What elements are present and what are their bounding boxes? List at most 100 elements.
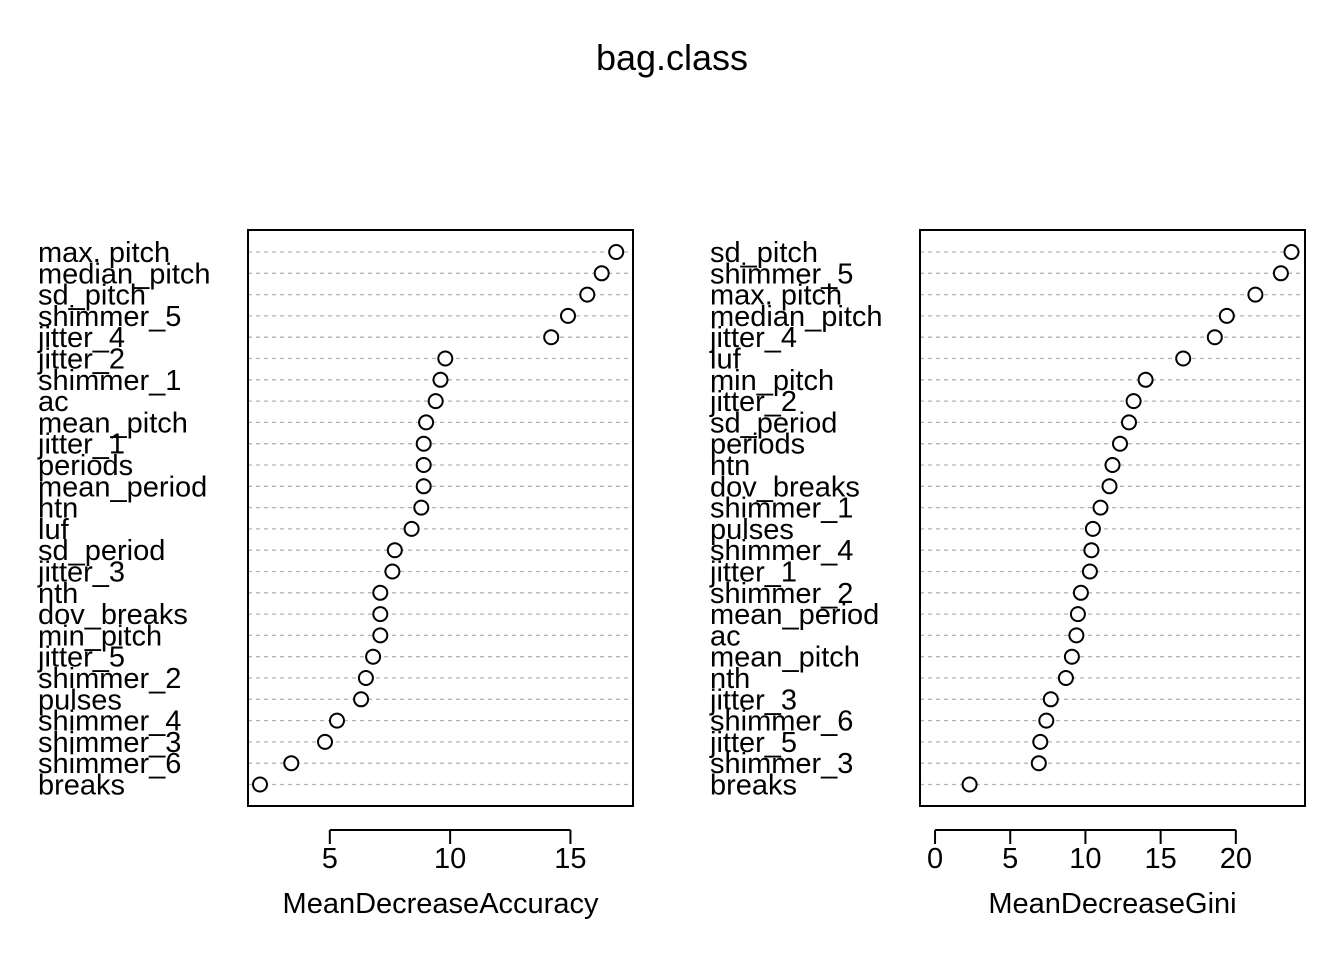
row-label: periods <box>38 450 133 482</box>
data-point <box>560 307 576 324</box>
data-point <box>1125 393 1142 410</box>
data-point <box>418 414 435 431</box>
data-point <box>1092 499 1109 516</box>
row-label: htn <box>710 450 750 482</box>
row-label: nth <box>710 663 750 695</box>
data-point <box>357 670 374 686</box>
data-point <box>386 542 403 559</box>
data-point <box>1032 733 1049 750</box>
data-point <box>415 478 432 495</box>
data-point <box>961 776 978 793</box>
data-point <box>1083 542 1100 559</box>
row-label: jitter_4 <box>37 322 125 354</box>
data-point <box>1081 563 1098 580</box>
row-label: mean_pitch <box>38 407 188 439</box>
data-point <box>415 435 432 452</box>
row-label: jitter_3 <box>37 557 125 589</box>
data-point <box>1272 265 1289 282</box>
row-label: shimmer_1 <box>38 365 181 397</box>
data-point <box>1042 691 1059 708</box>
data-point <box>1063 648 1080 665</box>
row-label: jitter_5 <box>37 642 125 674</box>
data-point <box>1112 435 1128 452</box>
row-label: shimmer_5 <box>710 258 853 290</box>
x-tick-label: 20 <box>1220 843 1252 875</box>
row-label: htn <box>38 493 78 525</box>
row-label: luf <box>710 344 742 376</box>
data-point <box>413 499 430 516</box>
row-label: shimmer_3 <box>38 727 181 759</box>
data-point <box>432 371 449 388</box>
row-label: min_pitch <box>38 620 162 652</box>
data-point <box>543 329 560 346</box>
data-point <box>1057 670 1074 686</box>
data-point <box>317 733 333 750</box>
x-axis-label: MeanDecreaseAccuracy <box>283 888 599 920</box>
data-point <box>437 350 454 367</box>
row-label: shimmer_4 <box>710 535 853 567</box>
row-label: shimmer_3 <box>710 748 853 780</box>
row-label: jitter_2 <box>37 344 125 376</box>
row-label: shimmer_6 <box>38 748 181 780</box>
x-tick-label: 15 <box>554 843 586 875</box>
plot-frame <box>919 229 1306 807</box>
data-point <box>1175 350 1192 367</box>
data-point <box>403 520 420 537</box>
data-point <box>1283 244 1300 260</box>
data-point <box>372 627 389 644</box>
row-label: jitter_3 <box>709 684 797 716</box>
row-label: min_pitch <box>710 365 834 397</box>
x-tick-label: 10 <box>434 843 466 875</box>
data-point <box>1104 457 1121 473</box>
row-label: shimmer_4 <box>38 706 181 738</box>
data-point <box>353 691 370 708</box>
row-label: max. pitch <box>710 280 842 312</box>
x-tick-label: 5 <box>322 843 338 875</box>
data-point <box>427 393 444 410</box>
data-point <box>608 244 625 260</box>
data-point <box>1072 584 1089 601</box>
row-label: jitter_2 <box>709 386 797 418</box>
data-point <box>372 584 389 601</box>
data-point <box>415 457 432 473</box>
data-point <box>283 755 300 772</box>
row-label: jitter_4 <box>709 322 797 354</box>
row-label: mean_period <box>38 471 207 503</box>
row-label: breaks <box>38 770 125 802</box>
data-point <box>329 712 345 729</box>
data-point <box>1121 414 1137 431</box>
data-point <box>1084 520 1101 537</box>
row-label: pulses <box>38 684 122 716</box>
row-label: mean_pitch <box>710 642 860 674</box>
panel-accuracy: max. pitchmedian_pitchsd_pitchshimmer_5j… <box>37 229 634 920</box>
x-tick-label: 15 <box>1144 843 1176 875</box>
row-label: ac <box>710 620 741 652</box>
chart-title: bag.class <box>596 37 748 78</box>
row-label: shimmer_6 <box>710 706 853 738</box>
data-point <box>384 563 401 580</box>
row-label: max. pitch <box>38 237 170 269</box>
row-label: mean_period <box>710 599 879 631</box>
data-point <box>1068 627 1085 644</box>
data-point <box>1137 371 1154 388</box>
row-label: pulses <box>710 514 794 546</box>
row-label: sd_pitch <box>38 280 146 312</box>
x-tick-label: 5 <box>1002 843 1018 875</box>
row-label: jitter_1 <box>709 557 797 589</box>
data-point <box>1206 329 1223 346</box>
row-label: shimmer_2 <box>38 663 181 695</box>
x-tick-label: 0 <box>927 843 943 875</box>
row-label: dov_breaks <box>710 471 860 503</box>
x-axis-label: MeanDecreaseGini <box>988 888 1236 920</box>
row-label: median_pitch <box>38 258 211 290</box>
data-point <box>1247 286 1264 303</box>
data-point <box>579 286 596 303</box>
row-label: luf <box>38 514 70 546</box>
row-label: periods <box>710 429 805 461</box>
data-point <box>365 648 382 665</box>
data-point <box>372 606 389 623</box>
data-point <box>252 776 268 793</box>
row-label: shimmer_2 <box>710 578 853 610</box>
